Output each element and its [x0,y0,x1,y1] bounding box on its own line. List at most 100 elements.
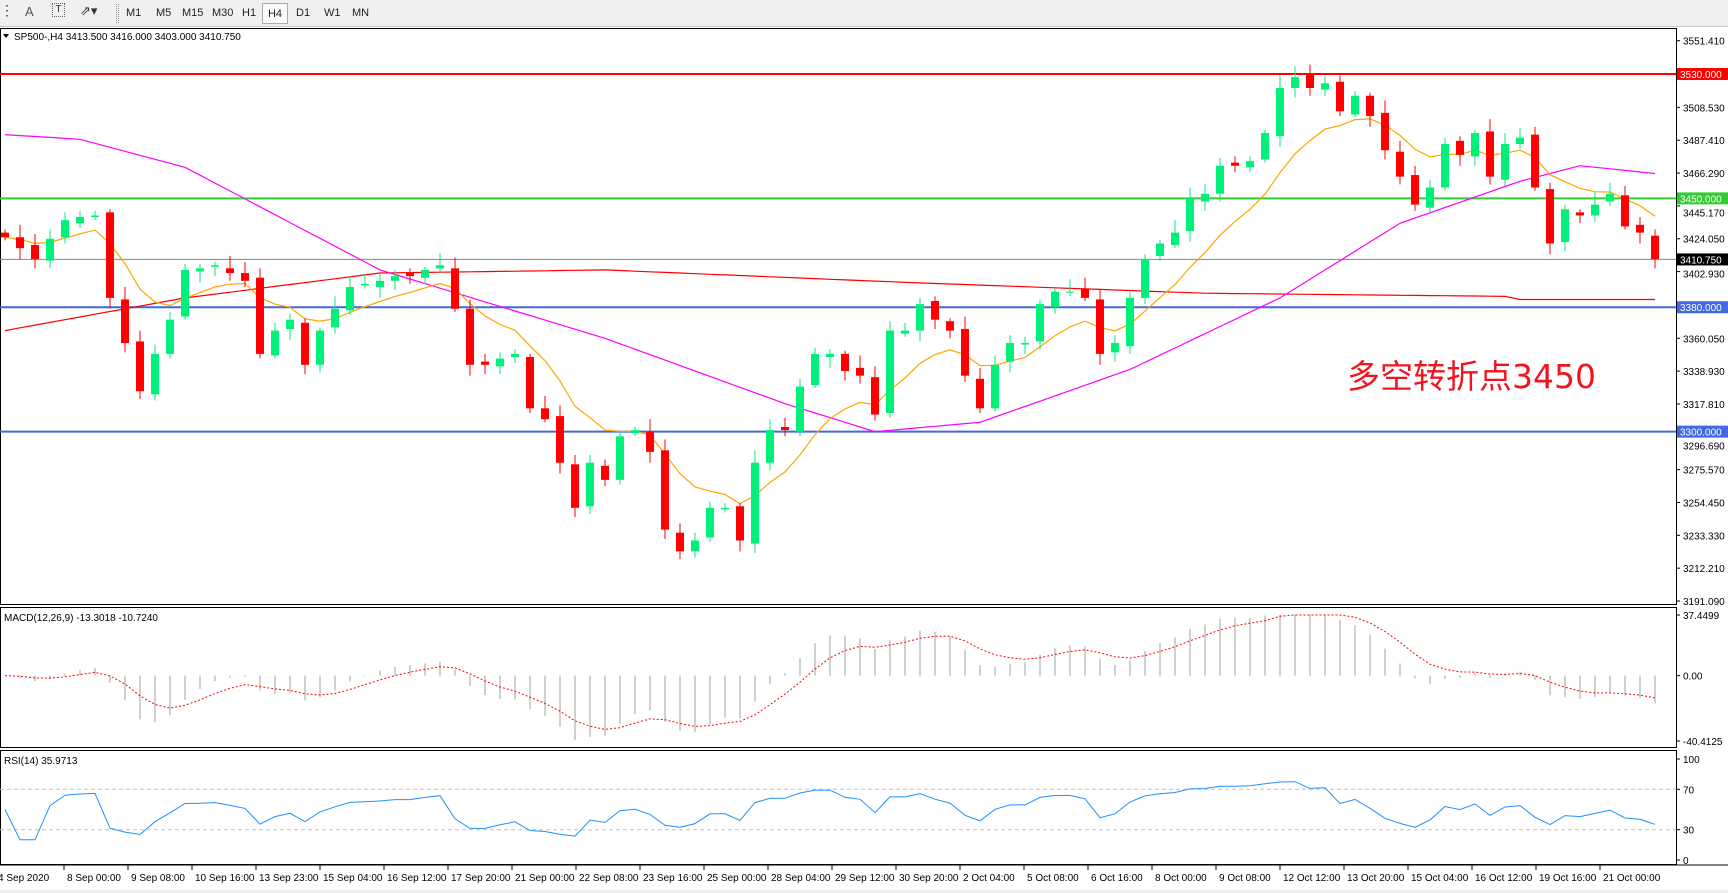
candle-body [1396,151,1404,177]
price-level-badge [1677,192,1728,205]
time-axis-label: 16 Oct 12:00 [1475,873,1533,884]
time-axis-label: 5 Oct 08:00 [1027,873,1079,884]
candle-body [991,364,999,409]
candle-body [106,212,114,298]
candle-body [61,220,69,238]
chart-area[interactable]: SP500-,H4 3413.500 3416.000 3403.000 341… [0,28,1728,893]
time-axis-label: 2 Oct 04:00 [963,873,1015,884]
candle-body [1636,224,1644,233]
candle-body [76,217,84,224]
candle-body [241,273,249,281]
status-strip [0,890,1728,893]
candle-body [1,232,9,238]
text-label-icon[interactable]: T [52,3,65,17]
candle-body [286,319,294,330]
current-price-label: 3410.750 [1680,255,1722,266]
candle-body [1321,83,1329,90]
rsi-tick-label: 0 [1683,856,1689,867]
candle-body [301,322,309,365]
candle-body [556,416,564,463]
time-axis-label: 15 Sep 04:00 [323,873,383,884]
candle-body [526,357,534,409]
candle-body [916,304,924,331]
price-tick-label: 3275.570 [1683,466,1725,477]
candle-body [901,330,909,334]
collapse-triangle-icon[interactable] [3,34,9,38]
text-a-icon[interactable]: A [25,4,34,19]
candle-body [451,268,459,309]
grid-icon[interactable]: ⋮ [0,2,14,18]
candle-body [571,464,579,508]
timeframe-m1[interactable]: M1 [126,7,142,19]
candle-body [1471,133,1479,157]
ma-slow-line [4,269,1655,332]
time-axis-label: 30 Sep 20:00 [899,873,959,884]
candle-body [841,353,849,371]
candle-body [511,353,519,358]
macd-panel-border [0,607,1677,748]
timeframe-w1[interactable]: W1 [324,7,341,19]
candle-body [766,430,774,463]
candle-body [1216,165,1224,194]
time-axis-label: 29 Sep 12:00 [835,873,895,884]
candle-body [661,450,669,530]
timeframe-m30[interactable]: M30 [212,7,234,19]
candle-body [346,287,354,311]
candle-body [1066,291,1074,293]
time-axis-label: 4 Sep 2020 [0,873,50,884]
timeframe-d1[interactable]: D1 [296,7,311,19]
time-axis-label: 23 Sep 16:00 [643,873,703,884]
candle-body [421,269,429,278]
time-axis-label: 10 Sep 16:00 [195,873,255,884]
candle-body [361,283,369,286]
ma-mid-line [4,134,1656,433]
candle-body [1381,112,1389,151]
candle-body [1501,143,1509,180]
candle-body [1276,87,1284,137]
candle-body [436,265,444,269]
candle-body [211,265,219,267]
candle-body [181,269,189,317]
price-tick-label: 3212.210 [1683,564,1725,575]
candle-body [136,341,144,392]
candle-body [1096,299,1104,354]
timeframe-m5[interactable]: M5 [156,7,172,19]
candle-body [706,507,714,538]
price-tick-label: 3338.930 [1683,367,1725,378]
candle-body [1591,204,1599,216]
shapes-dropdown-icon[interactable]: ⇗▾ [80,3,98,18]
rsi-panel-border [0,750,1677,865]
candle-body [1546,189,1554,244]
macd-signal-line [4,614,1656,730]
candle-body [31,245,39,260]
candle-body [976,378,984,409]
candle-body [646,431,654,452]
candle-body [16,237,24,249]
candle-body [406,273,414,277]
timeframe-m15[interactable]: M15 [182,7,204,19]
timeframe-h1[interactable]: H1 [242,7,257,19]
candle-body [1561,209,1569,242]
time-axis-label: 22 Sep 08:00 [579,873,639,884]
candle-body [1606,193,1614,202]
candle-body [1006,343,1014,362]
chart-annotation: 多空转折点3450 [1347,357,1596,396]
timeframe-h4[interactable]: H4 [262,3,288,24]
candle-body [1426,187,1434,208]
candle-body [1261,133,1269,160]
candle-body [1306,73,1314,88]
timeframe-mn[interactable]: MN [352,7,370,19]
time-axis-label: 19 Oct 16:00 [1539,873,1597,884]
candle-body [1036,304,1044,342]
candle-body [1441,143,1449,188]
candle-body [1081,288,1089,298]
macd-tick-label: 0.00 [1683,672,1703,683]
candle-body [1201,193,1209,202]
candle-body [1486,131,1494,177]
price-tick-label: 3317.810 [1683,400,1725,411]
candle-body [796,386,804,432]
time-axis-label: 21 Oct 00:00 [1603,873,1661,884]
candle-body [541,408,549,420]
price-tick-label: 3360.050 [1683,334,1725,345]
price-level-badge [1677,67,1728,80]
